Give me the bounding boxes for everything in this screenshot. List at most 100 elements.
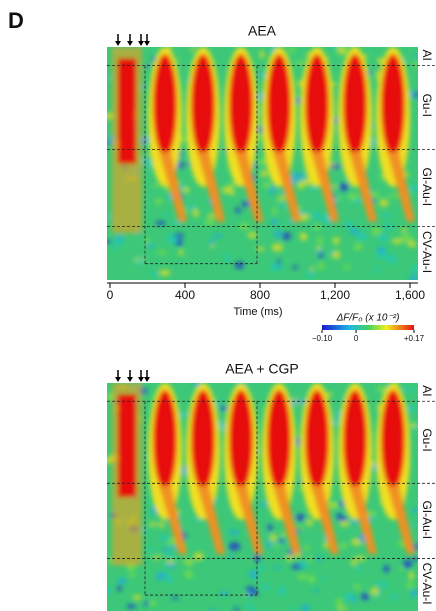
speck (409, 184, 418, 193)
wave-tail (273, 151, 301, 222)
speck (141, 136, 150, 145)
speck (310, 266, 315, 271)
speck (245, 591, 253, 598)
wave-tail (197, 151, 225, 222)
speck (241, 201, 251, 207)
speck (271, 243, 284, 252)
speck (159, 269, 171, 276)
speck (306, 519, 313, 527)
speck (408, 274, 418, 280)
speck (411, 508, 418, 513)
speck (406, 582, 414, 589)
speck (335, 196, 342, 200)
speck (410, 266, 418, 273)
x-tick-label: 0 (107, 288, 114, 302)
speck (189, 47, 196, 52)
speck (157, 250, 167, 255)
wave (305, 53, 329, 157)
speck (267, 539, 273, 549)
speck (388, 193, 400, 198)
speck (209, 608, 216, 611)
region-label: Gu-I (420, 94, 434, 117)
speck (145, 236, 150, 246)
speck (178, 249, 184, 256)
wave-tail (311, 151, 339, 222)
speck (107, 76, 111, 80)
speck (255, 247, 265, 251)
speck (402, 387, 415, 392)
x-axis-label: Time (ms) (233, 306, 282, 318)
speck (350, 520, 358, 525)
speck (412, 62, 418, 67)
speck (350, 559, 357, 566)
region-label: GI-Au-I (420, 167, 434, 206)
speck (285, 554, 293, 562)
wave-tail (235, 151, 263, 222)
speck (148, 548, 155, 552)
speck (311, 211, 323, 219)
speck (147, 242, 154, 249)
speck (107, 558, 113, 564)
speck (234, 261, 245, 270)
speck (297, 181, 304, 190)
wave (191, 53, 215, 157)
speck (162, 547, 168, 553)
speck (316, 236, 324, 244)
speck (352, 595, 358, 603)
colorbar-label: ΔF/F₀ (x 10⁻²) (336, 313, 400, 324)
speck (279, 203, 286, 208)
wave (267, 389, 291, 491)
wave-tail (197, 485, 225, 554)
speck (270, 219, 279, 225)
speck (402, 559, 413, 569)
speck (258, 73, 264, 78)
speck (339, 542, 348, 549)
speck (148, 522, 158, 527)
speck (248, 570, 258, 579)
speck (375, 581, 387, 586)
speck (166, 576, 174, 584)
speck (296, 59, 304, 66)
speck (192, 518, 203, 522)
speck (219, 406, 229, 411)
speck (233, 607, 240, 611)
speck (207, 240, 215, 245)
wave (343, 53, 367, 157)
heatmap-texture (107, 383, 418, 611)
speck (151, 183, 161, 188)
wave (267, 53, 291, 157)
speck (291, 607, 297, 611)
panel-label: D (8, 8, 24, 33)
heatmap-texture (107, 47, 418, 280)
speck (400, 234, 413, 243)
speck (277, 538, 284, 543)
region-label: AI (420, 385, 434, 396)
wave-tail (387, 151, 415, 222)
wave-tail (159, 485, 187, 554)
speck (276, 198, 281, 203)
speck (295, 513, 305, 522)
wave-tail (273, 485, 301, 554)
speck (158, 535, 169, 541)
speck (155, 220, 166, 226)
speck (370, 587, 380, 596)
region-label: CV-Au-I (420, 231, 434, 273)
speck (165, 559, 176, 564)
speck (247, 232, 258, 239)
speck (187, 204, 195, 210)
wave (305, 389, 329, 491)
speck (273, 229, 282, 239)
speck (289, 47, 295, 54)
wave (229, 389, 253, 491)
speck (230, 191, 236, 196)
speck (391, 238, 403, 244)
wave (153, 389, 177, 491)
speck (323, 541, 328, 550)
speck (376, 234, 389, 242)
x-tick-label: 1,600 (395, 288, 425, 302)
speck (213, 233, 222, 239)
stim-core (118, 394, 136, 497)
speck (312, 224, 321, 231)
panel-title: AEA (248, 23, 277, 39)
speck (327, 504, 338, 510)
